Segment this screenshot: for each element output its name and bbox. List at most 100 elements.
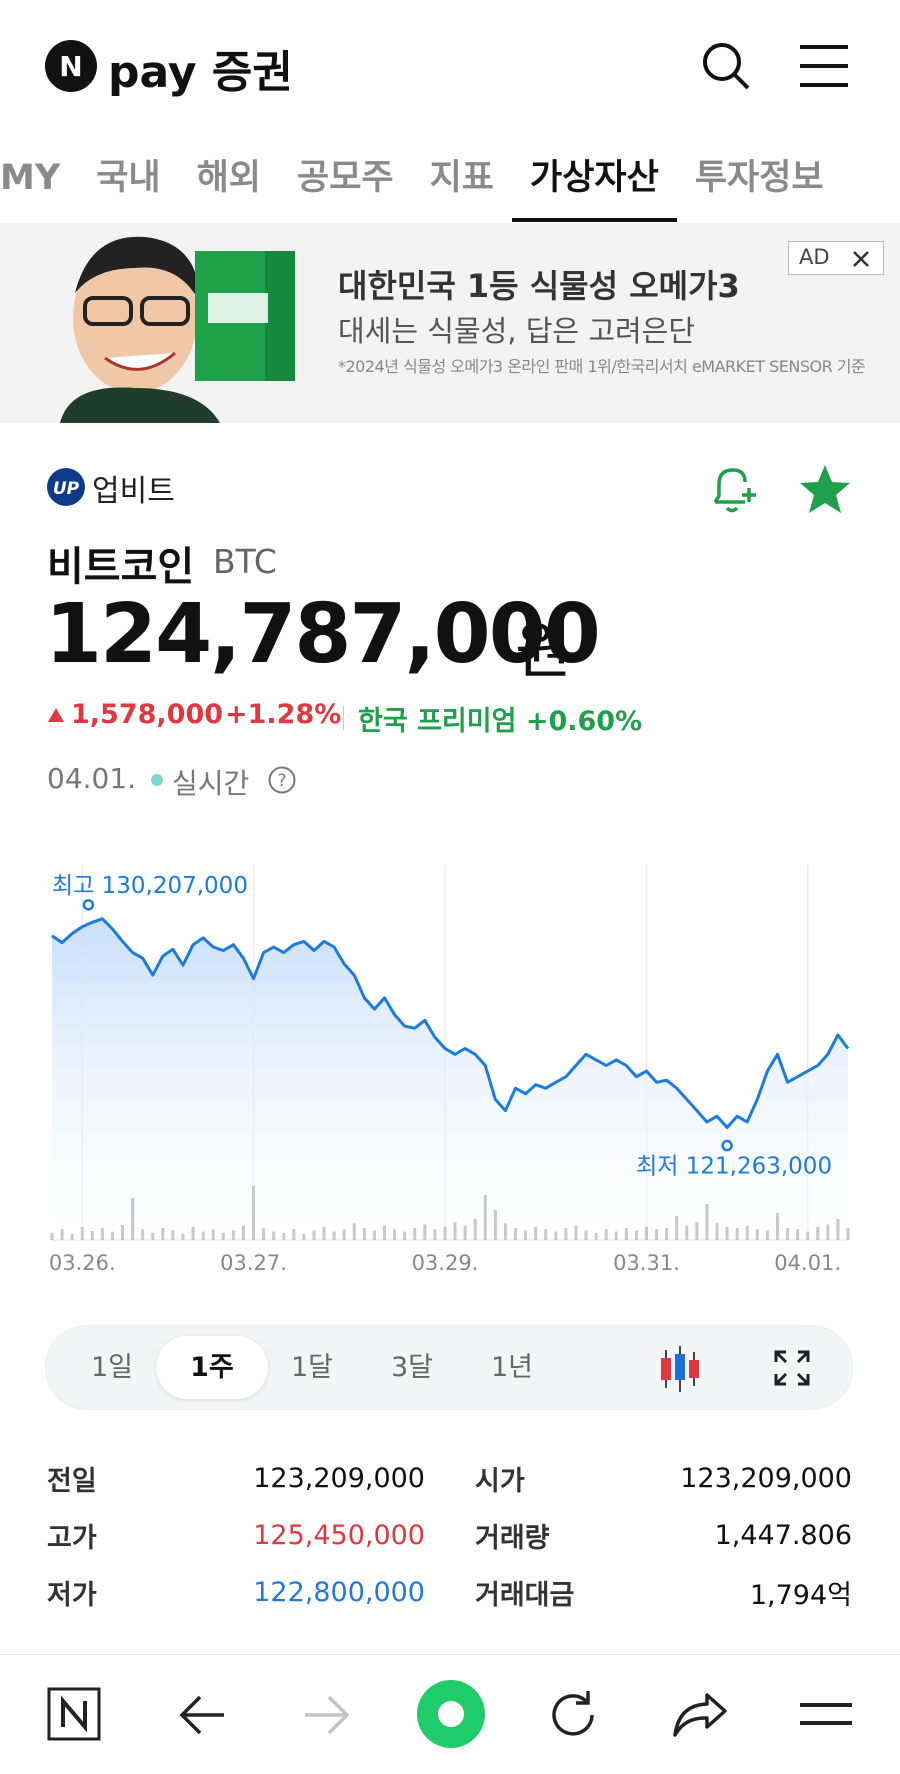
favorite-icon[interactable]	[797, 462, 853, 518]
candle-icon[interactable]	[658, 1346, 702, 1392]
stat-label: 거래량	[475, 1523, 550, 1554]
share-button[interactable]	[673, 1691, 727, 1737]
stats-row: 전일 123,209,000 시가 123,209,000	[47, 1450, 852, 1507]
volume-bar	[675, 1216, 679, 1240]
back-button[interactable]	[178, 1693, 226, 1737]
volume-bar	[292, 1229, 296, 1240]
ad-subline: 대세는 식물성, 답은 고려은단	[338, 314, 696, 348]
change-pct: +1.28%	[225, 699, 342, 730]
x-tick-label: 03.31.	[613, 1251, 680, 1275]
tab[interactable]: 지표	[429, 158, 495, 198]
stat-value: 1,794억	[749, 1580, 852, 1611]
volume-bar	[634, 1230, 638, 1240]
brand-mark-badge[interactable]: N	[45, 40, 97, 92]
volume-bar	[836, 1219, 840, 1240]
premium: 한국 프리미엄 +0.60%	[358, 706, 643, 737]
period-button[interactable]: 3달	[390, 1352, 434, 1383]
stat-value: 125,450,000	[253, 1520, 425, 1551]
volume-bar	[755, 1229, 759, 1240]
period-button[interactable]: 1일	[90, 1352, 134, 1383]
period-button[interactable]: 1달	[290, 1352, 334, 1383]
volume-bar	[211, 1229, 215, 1240]
volume-bar	[473, 1219, 477, 1240]
volume-bar	[735, 1228, 739, 1240]
home-button[interactable]	[47, 1687, 101, 1741]
expand-icon[interactable]	[774, 1350, 810, 1386]
period-bar: 1일 1주 1달 3달 1년	[45, 1325, 853, 1410]
ad-badge-box[interactable]: AD	[788, 241, 884, 275]
tab[interactable]: MY	[0, 158, 61, 198]
menu-icon[interactable]	[800, 43, 850, 89]
help-icon[interactable]: ?	[267, 765, 297, 795]
volume-bar	[352, 1223, 356, 1240]
volume-bar	[302, 1234, 306, 1240]
volume-bar	[241, 1225, 245, 1240]
stat-label: 시가	[475, 1466, 525, 1497]
date: 04.01.	[47, 762, 137, 795]
volume-bar	[282, 1232, 286, 1240]
volume-bar	[594, 1232, 598, 1240]
period-button[interactable]: 1년	[490, 1352, 534, 1383]
svg-text:?: ?	[277, 771, 286, 791]
volume-bar	[312, 1230, 316, 1240]
stats-table: 전일 123,209,000 시가 123,209,000 고가 125,450,000 거…	[47, 1450, 852, 1621]
volume-bar	[151, 1232, 155, 1240]
alert-icon[interactable]	[705, 462, 761, 518]
volume-bar	[181, 1234, 185, 1240]
period-button[interactable]: 1주	[156, 1336, 268, 1399]
tab[interactable]: 투자정보	[694, 158, 824, 198]
volume-bar	[685, 1225, 689, 1240]
volume-bar	[60, 1229, 64, 1240]
green-dot-button[interactable]	[416, 1679, 486, 1749]
volume-bar	[201, 1231, 205, 1240]
volume-bar	[342, 1229, 346, 1240]
ad-headline: 대한민국 1등 식물성 오메가3	[338, 267, 740, 305]
low-label: 최저 121,263,000	[636, 1154, 832, 1180]
volume-bar	[513, 1228, 517, 1240]
ad-banner[interactable]: 대한민국 1등 식물성 오메가3 대세는 식물성, 답은 고려은단 *2024년…	[0, 223, 900, 423]
up-arrow	[48, 708, 64, 722]
volume-bar	[534, 1226, 538, 1240]
tab[interactable]: 해외	[196, 158, 261, 198]
stat-label: 고가	[47, 1523, 97, 1554]
volume-bar	[503, 1223, 507, 1240]
exchange: 업비트	[92, 474, 175, 509]
volume-bar	[80, 1226, 84, 1240]
volume-bar	[161, 1228, 165, 1240]
volume-bar	[655, 1229, 659, 1240]
volume-bar	[584, 1230, 588, 1240]
volume-bar	[272, 1231, 276, 1240]
stat-label: 전일	[47, 1466, 97, 1497]
volume-bar	[604, 1229, 608, 1240]
tab[interactable]: 국내	[96, 158, 161, 198]
x-tick-label: 03.29.	[412, 1251, 479, 1275]
volume-bar	[403, 1231, 407, 1240]
volume-bar	[806, 1231, 810, 1240]
volume-bar	[796, 1229, 800, 1240]
stat-value: 123,209,000	[253, 1463, 425, 1494]
brand[interactable]: pay 증권	[108, 47, 293, 98]
x-tick-label: 04.01.	[774, 1251, 841, 1275]
price-chart: 03.26. 03.27. 03.29. 03.31. 04.01. 최고 130,207…	[49, 865, 850, 1275]
volume-bar	[775, 1213, 779, 1240]
search-icon[interactable]	[700, 40, 752, 92]
ad-badge: AD	[799, 245, 830, 269]
price: 124,787,000	[45, 587, 601, 682]
bottom-nav	[0, 1654, 900, 1774]
ad-close	[853, 251, 869, 267]
volume-bar	[100, 1228, 104, 1240]
x-tick-label: 03.26.	[49, 1251, 116, 1275]
tab[interactable]: 공모주	[297, 158, 394, 198]
more-button[interactable]	[800, 1699, 852, 1729]
volume-bar	[262, 1228, 266, 1240]
volume-bar	[191, 1226, 195, 1240]
refresh-button[interactable]	[548, 1689, 600, 1741]
tab[interactable]: 가상자산	[512, 150, 677, 222]
volume-bar	[695, 1222, 699, 1240]
volume-bar	[574, 1225, 578, 1240]
volume-bar	[231, 1230, 235, 1240]
asset-name: 비트코인	[47, 544, 195, 590]
forward-button[interactable]	[303, 1693, 351, 1737]
volume-bar	[705, 1204, 709, 1240]
volume-bar	[624, 1228, 628, 1240]
